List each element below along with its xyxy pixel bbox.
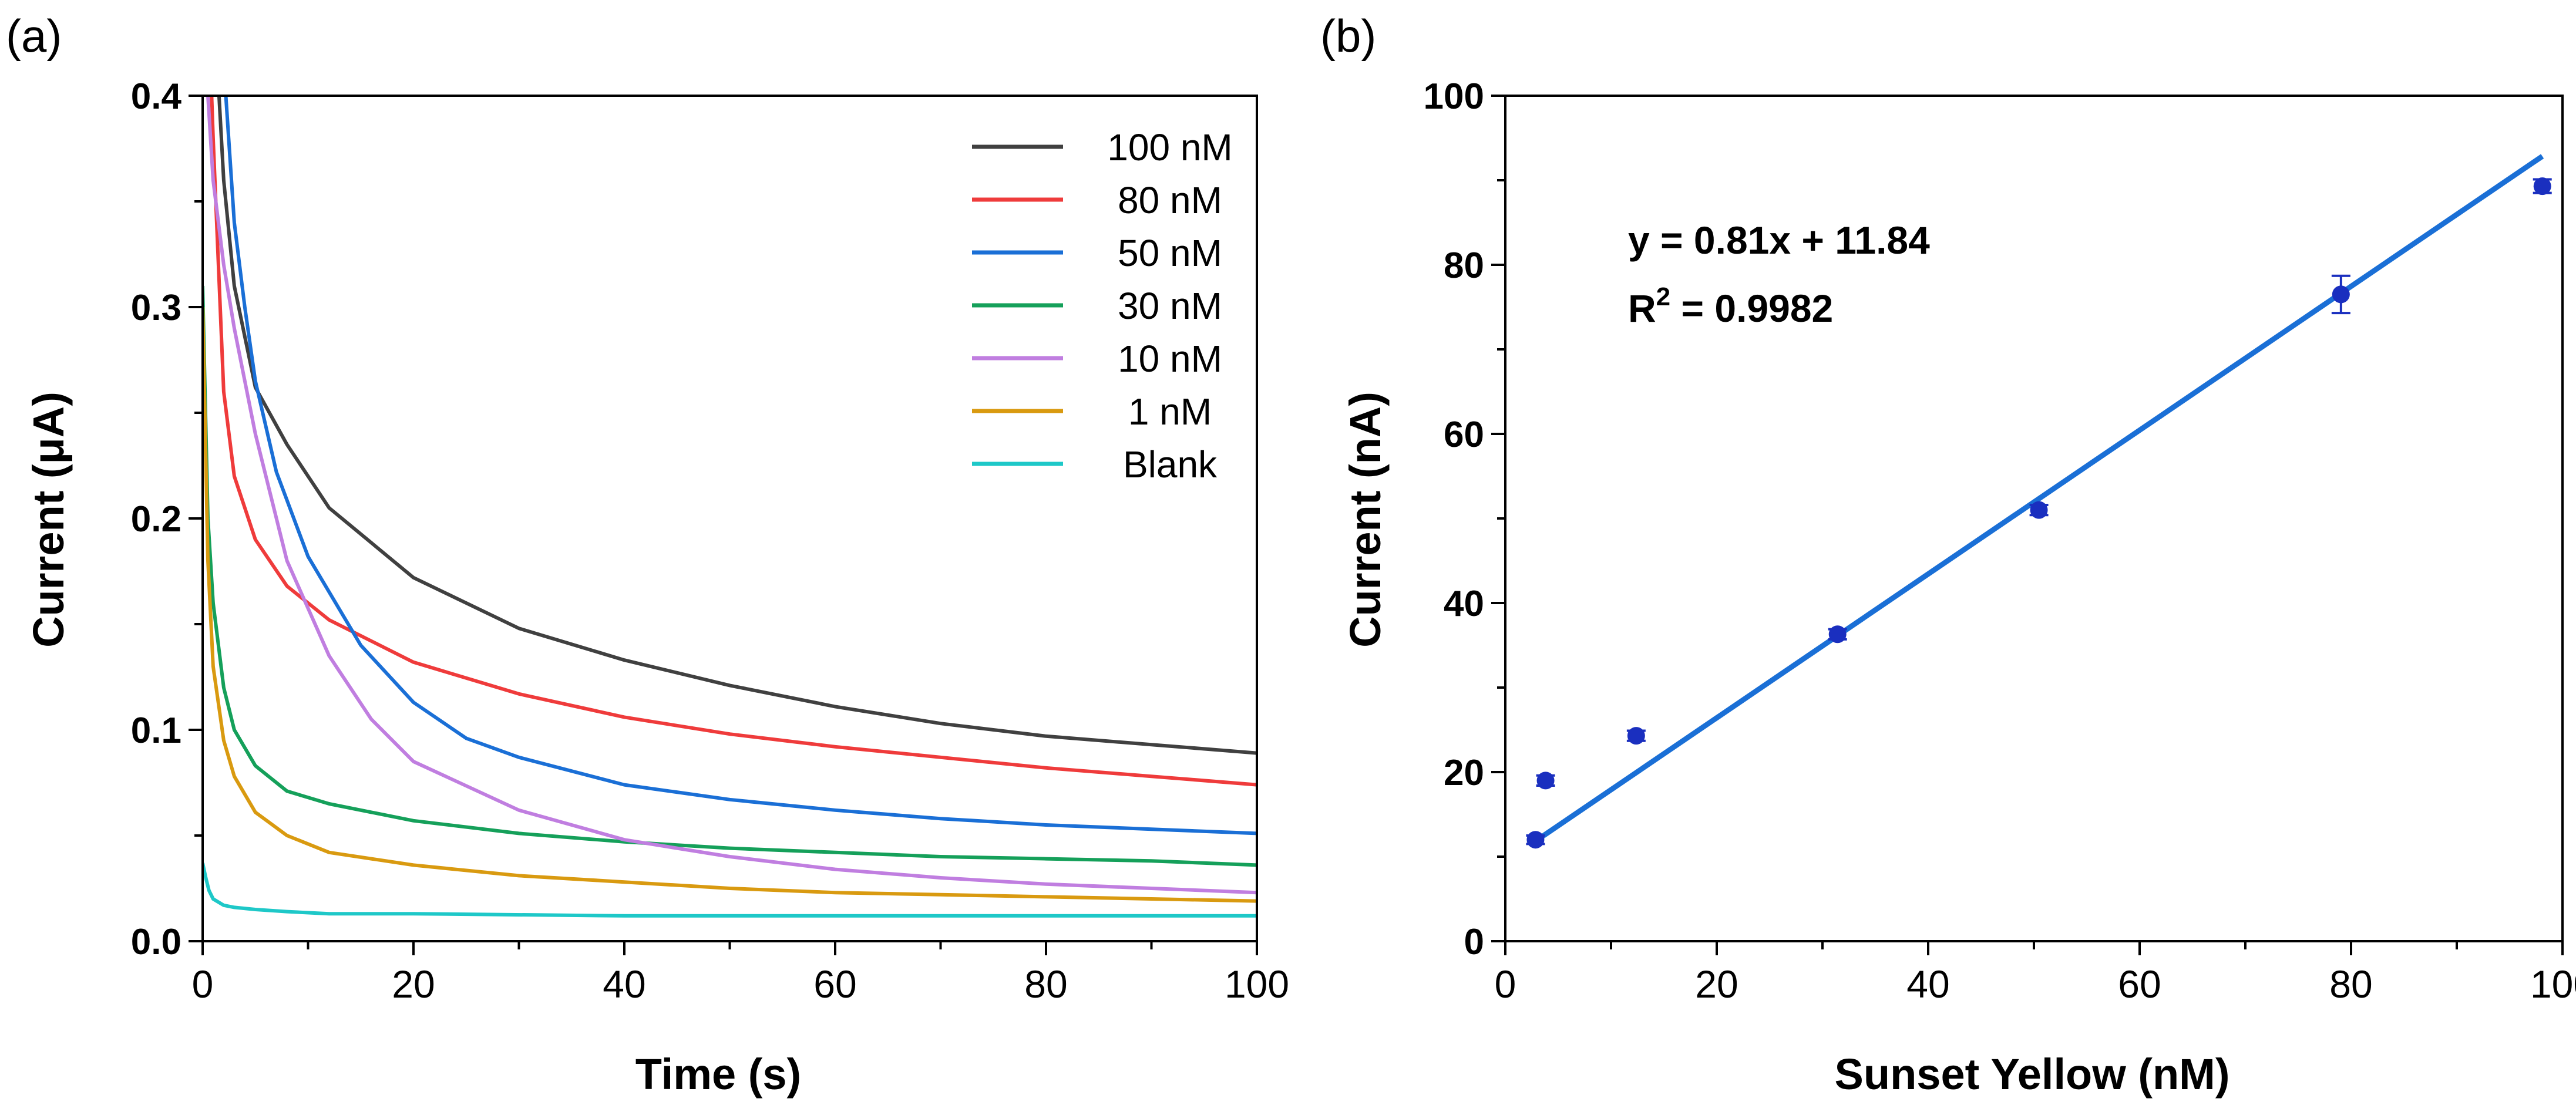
panel-b-x-axis-title: Sunset Yellow (nM) (1835, 1050, 2230, 1099)
panel-b-y-tick-label: 0 (1464, 922, 1484, 962)
panel-b-fit-layer (1534, 154, 2544, 844)
panel-b-points (1526, 177, 2552, 849)
panel-b-y-tick-label: 100 (1424, 76, 1484, 117)
data-point (1627, 727, 1645, 745)
data-point (1828, 625, 1847, 644)
data-point (2030, 501, 2048, 519)
panel-a-series (203, 96, 1257, 918)
r-squared-prefix: R (1628, 287, 1656, 330)
panel-b-x-tick-label: 0 (1495, 962, 1516, 1006)
panel-b-y-tick-label: 60 (1444, 415, 1484, 455)
panel-a-y-tick-label: 0.2 (131, 499, 181, 540)
fit-line (1534, 154, 2544, 844)
data-point (2332, 285, 2350, 304)
panel-a-x-tick-label: 60 (813, 962, 856, 1006)
data-point (1536, 772, 1555, 790)
panel-a-y-axis-title: Current (μA) (24, 392, 73, 648)
panel-a-y-tick-label: 0.4 (131, 76, 182, 117)
r-squared-value: = 0.9982 (1670, 287, 1833, 330)
r-squared: R2 = 0.9982 (1628, 282, 1833, 330)
legend-label-50-nm: 50 nM (1118, 232, 1222, 274)
panel-b-axes: 0 20 40 60 80 100 0 20 40 60 80 100 (1424, 76, 2576, 1006)
panel-b-x-tick-label: 80 (2329, 962, 2372, 1006)
series-line-50-nm (224, 96, 1257, 836)
legend-label-30-nm: 30 nM (1118, 285, 1222, 327)
panel-b-y-tick-label: 20 (1444, 753, 1484, 793)
panel-a-y-tick-label: 0.0 (131, 922, 181, 962)
data-point (2533, 177, 2551, 196)
panel-a-axes: 0 20 40 60 80 100 0.0 0.1 0.2 0.3 0.4 (131, 76, 1289, 1006)
fit-equation: y = 0.81x + 11.84 (1628, 218, 1930, 262)
panel-a-label: (a) (6, 10, 62, 62)
panel-b-x-tick-label: 20 (1695, 962, 1738, 1006)
panel-a-x-tick-label: 20 (392, 962, 435, 1006)
panel-a-x-tick-label: 40 (603, 962, 645, 1006)
series-line-1-nm (203, 306, 1257, 903)
panel-a-x-tick-label: 0 (192, 962, 214, 1006)
legend-label-10-nm: 10 nM (1118, 338, 1222, 380)
panel-b-y-tick-label: 80 (1444, 245, 1484, 286)
series-line-100-nm (217, 96, 1257, 755)
series-line-10-nm (206, 96, 1257, 895)
legend-label-blank: Blank (1123, 443, 1218, 486)
legend-label-1-nm: 1 nM (1128, 390, 1212, 433)
panel-b-label: (b) (1320, 10, 1376, 62)
r-squared-superscript: 2 (1656, 282, 1670, 311)
data-point (1526, 831, 1545, 849)
panel-a-x-tick-label: 80 (1024, 962, 1067, 1006)
panel-a-legend: 100 nM 80 nM 50 nM 30 nM 10 nM 1 nM Blank (972, 126, 1233, 486)
panel-a-x-tick-label: 100 (1225, 962, 1289, 1006)
series-line-30-nm (203, 285, 1257, 867)
series-line-blank (203, 863, 1257, 918)
panel-b-x-tick-label: 40 (1906, 962, 1949, 1006)
panel-a-y-tick-label: 0.3 (131, 288, 181, 328)
panel-a-frame (201, 95, 1258, 942)
panel-a: (a) 0 20 40 60 80 100 0.0 0.1 0.2 0.3 0.4 Time (s)… (6, 10, 1289, 1099)
panel-b-y-axis-title: Current (nA) (1341, 392, 1390, 648)
panel-a-y-tick-label: 0.1 (131, 710, 181, 751)
legend-label-100-nm: 100 nM (1107, 126, 1232, 169)
series-line-80-nm (210, 96, 1257, 787)
legend-label-80-nm: 80 nM (1118, 179, 1222, 221)
panel-b-x-tick-label: 60 (2118, 962, 2161, 1006)
panel-b-x-tick-label: 100 (2530, 962, 2576, 1006)
panel-b-y-tick-label: 40 (1444, 584, 1484, 624)
panel-a-x-axis-title: Time (s) (635, 1050, 801, 1099)
panel-b: (b) 0 20 40 60 80 100 0 20 40 60 80 100 Sunset Yell… (1320, 10, 2576, 1099)
